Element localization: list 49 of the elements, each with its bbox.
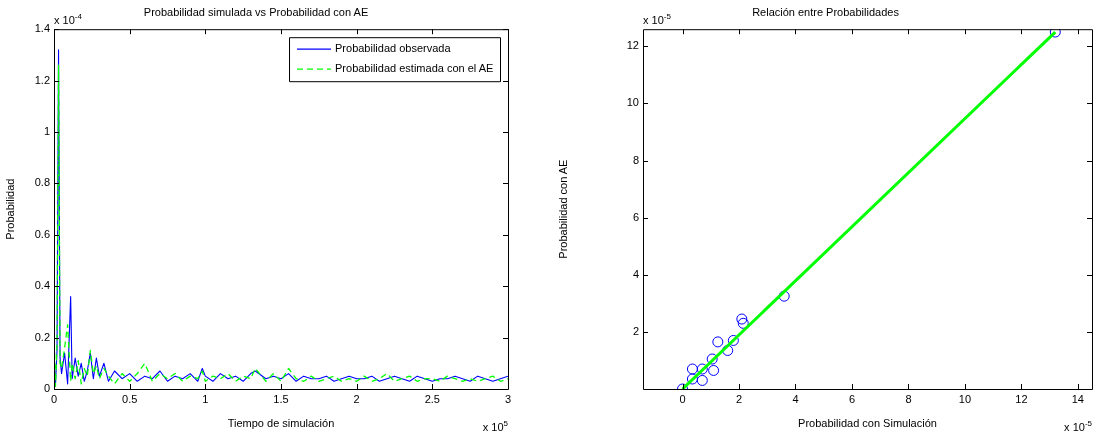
x-axis-title: Probabilidad con Simulación — [798, 417, 937, 430]
y-tick-label: 1.4 — [34, 22, 50, 35]
x-tick-label: 2 — [735, 392, 743, 405]
y-tick-label: 0 — [43, 382, 50, 395]
x-tick-label: 3 — [504, 392, 512, 405]
x-tick-label: 0 — [679, 392, 686, 405]
y-tick-label: 1.2 — [34, 73, 50, 86]
y-tick-label: 4 — [632, 267, 639, 280]
point — [736, 313, 748, 325]
chart-title: Relación entre Probabilidades — [752, 5, 900, 18]
y-tick-label: 0.6 — [34, 227, 50, 240]
point — [696, 363, 708, 375]
x-tick-label: 0.5 — [122, 392, 138, 405]
x-tick-label: 6 — [848, 392, 856, 405]
x-tick-label: 12 — [1015, 392, 1028, 405]
y-axis-title: Probabilidad — [3, 178, 16, 240]
point — [708, 364, 720, 376]
point — [686, 363, 698, 375]
point — [727, 334, 739, 346]
x-axis-title: Tiempo de simulación — [227, 417, 335, 430]
y-tick-label: 8 — [632, 153, 639, 166]
x-tick-label: 14 — [1071, 392, 1085, 405]
x-tick-label: 2 — [353, 392, 360, 405]
point — [1049, 29, 1061, 38]
y-tick-label: 0.4 — [34, 279, 50, 292]
legend-label: Probabilidad estimada con el AE — [335, 62, 494, 75]
x-tick-label: 1.5 — [273, 392, 289, 405]
y-tick-label: 2 — [632, 324, 639, 337]
point — [686, 373, 698, 385]
point — [722, 344, 734, 356]
x-tick-label: 4 — [792, 392, 799, 405]
y-tick-label: 6 — [632, 210, 639, 223]
chart-title: Probabilidad simulada vs Probabilidad con AE — [143, 5, 369, 18]
y-tick-label: 0.8 — [34, 176, 50, 189]
x-tick-label: 2.5 — [424, 392, 440, 405]
point — [737, 317, 749, 329]
point — [696, 374, 708, 386]
y-axis-title: Probabilidad con AE — [556, 159, 569, 259]
point — [706, 353, 718, 365]
y-tick-label: 0.2 — [34, 330, 50, 343]
y-tick-label: 12 — [626, 39, 639, 52]
legend-label: Probabilidad observada — [335, 42, 452, 55]
x-tick-label: 1 — [202, 392, 209, 405]
y-tick-label: 1 — [43, 125, 50, 138]
point — [712, 336, 724, 348]
x-tick-label: 8 — [905, 392, 912, 405]
point — [778, 290, 790, 302]
y-tick-label: 10 — [626, 96, 639, 109]
x-tick-label: 10 — [958, 392, 972, 405]
